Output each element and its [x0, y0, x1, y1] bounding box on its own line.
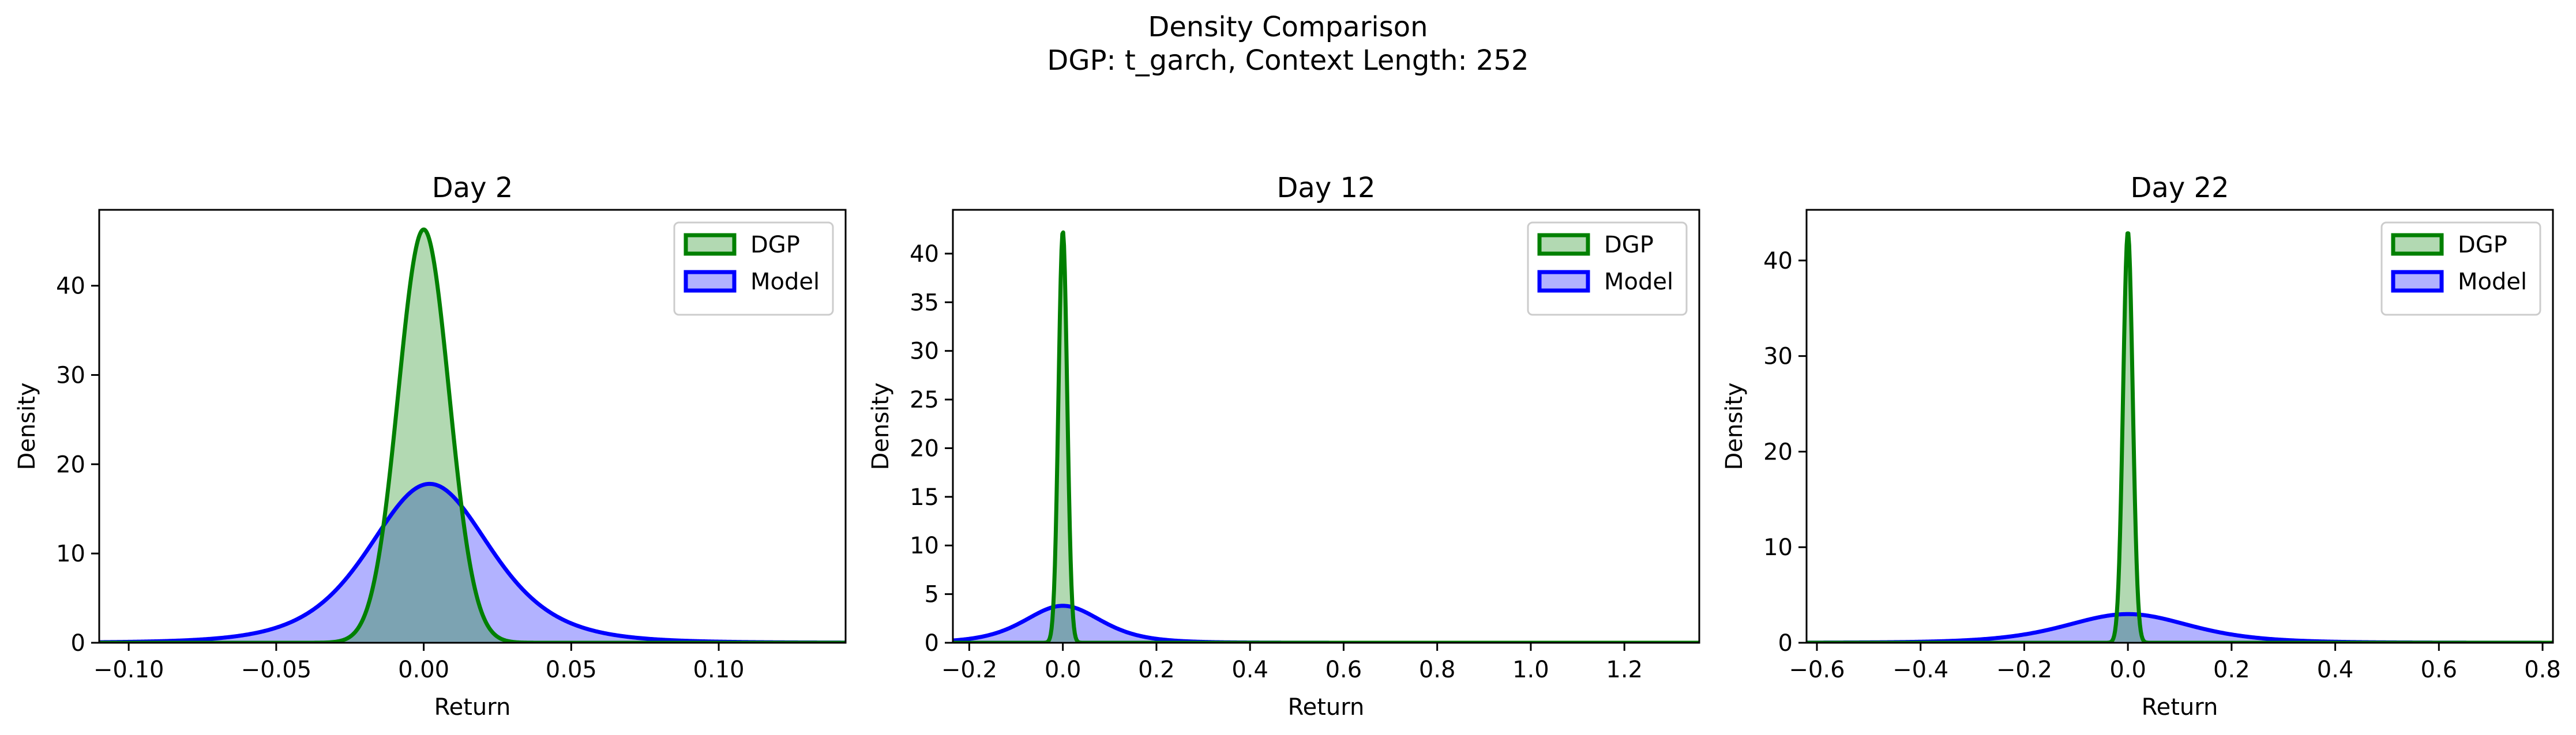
x-tick-label: 0.4 — [2317, 657, 2354, 683]
y-tick-label: 20 — [56, 451, 85, 478]
x-tick-label: 0.05 — [546, 657, 597, 683]
legend-label-dgp: DGP — [1604, 232, 1654, 258]
x-tick-label: −0.6 — [1789, 657, 1845, 683]
plot-frame — [952, 209, 1700, 644]
legend: DGP Model — [673, 221, 834, 316]
legend-swatch-dgp — [1537, 233, 1590, 256]
x-tick-label: 1.0 — [1512, 657, 1549, 683]
model-density-fill — [99, 484, 846, 643]
chart-panel: −0.10 −0.05 0.00 0.05 0.10 0 10 20 30 40 Day 2 Retu… — [14, 172, 847, 721]
model-density-fill — [1807, 614, 2553, 643]
legend-label-dgp: DGP — [750, 232, 800, 258]
figure-title-line1: Density Comparison — [1148, 11, 1428, 43]
y-tick-label: 40 — [56, 273, 85, 300]
x-tick-label: 0.0 — [2109, 657, 2146, 683]
y-axis-label: Density — [868, 382, 894, 470]
y-tick-label: 40 — [910, 241, 939, 267]
y-tick-label: 35 — [910, 289, 939, 316]
x-tick-label: 0.6 — [1325, 657, 1362, 683]
x-tick-label: 0.00 — [398, 657, 449, 683]
y-tick-label: 0 — [1778, 630, 1793, 657]
legend-label-model: Model — [750, 269, 820, 295]
legend: DGP Model — [2380, 221, 2541, 316]
panel-title: Day 22 — [2130, 172, 2229, 204]
panel-title: Day 12 — [1276, 172, 1375, 204]
y-tick-label: 40 — [1763, 248, 1793, 274]
x-tick-label: 0.10 — [693, 657, 745, 683]
y-axis-label: Density — [1721, 382, 1748, 470]
y-tick-label: 0 — [71, 630, 85, 657]
x-tick-label: −0.4 — [1892, 657, 1948, 683]
x-tick-label: 0.4 — [1231, 657, 1268, 683]
plot-frame — [1805, 209, 2554, 644]
dgp-density-line — [99, 227, 846, 643]
x-tick-label: 0.2 — [1138, 657, 1175, 683]
x-tick-label: −0.2 — [941, 657, 997, 683]
plot-frame — [98, 209, 847, 644]
x-tick-label: 0.8 — [1419, 657, 1456, 683]
x-tick-label: 0.8 — [2524, 657, 2561, 683]
x-tick-label: −0.05 — [241, 657, 312, 683]
legend: DGP Model — [1527, 221, 1688, 316]
x-tick-label: 1.2 — [1606, 657, 1643, 683]
x-tick-label: −0.2 — [1996, 657, 2052, 683]
legend-swatch-model — [1537, 270, 1590, 293]
y-tick-label: 10 — [1763, 534, 1793, 561]
legend-swatch-model — [2391, 270, 2444, 293]
legend-swatch-dgp — [684, 233, 737, 256]
x-tick-label: 0.2 — [2213, 657, 2250, 683]
y-tick-label: 10 — [56, 541, 85, 567]
figure-title-line2: DGP: t_garch, Context Length: 252 — [1047, 44, 1529, 77]
legend-label-model: Model — [2458, 269, 2527, 295]
x-tick-label: 0.0 — [1045, 657, 1082, 683]
legend-swatch-model — [684, 270, 737, 293]
y-tick-label: 20 — [1763, 439, 1793, 465]
y-tick-label: 15 — [910, 484, 939, 511]
y-tick-label: 30 — [1763, 344, 1793, 370]
curves — [99, 227, 846, 643]
x-tick-label: −0.10 — [93, 657, 164, 683]
x-axis-label: Return — [2142, 694, 2218, 721]
x-axis-label: Return — [1288, 694, 1365, 721]
legend-label-model: Model — [1604, 269, 1673, 295]
dgp-density-line — [953, 230, 1699, 643]
y-tick-label: 30 — [56, 362, 85, 389]
x-axis-label: Return — [434, 694, 511, 721]
legend-swatch-dgp — [2391, 233, 2444, 256]
y-tick-label: 20 — [910, 435, 939, 462]
chart-panel: −0.6 −0.4 −0.2 0.0 0.2 0.4 0.6 0.8 0 10 20 30 40 Day … — [1721, 172, 2561, 721]
chart-panel: −0.2 0.0 0.2 0.4 0.6 0.8 1.0 1.2 0 5 10 15 20 25 30 35 4… — [868, 172, 1700, 721]
y-tick-label: 5 — [925, 582, 939, 608]
y-tick-label: 0 — [925, 630, 939, 657]
x-tick-label: 0.6 — [2420, 657, 2457, 683]
model-density-fill — [953, 605, 1699, 643]
panel-title: Day 2 — [432, 172, 513, 204]
y-tick-label: 10 — [910, 533, 939, 559]
y-tick-label: 25 — [910, 387, 939, 413]
y-axis-label: Density — [14, 382, 40, 470]
legend-label-dgp: DGP — [2458, 232, 2507, 258]
y-tick-label: 30 — [910, 338, 939, 365]
